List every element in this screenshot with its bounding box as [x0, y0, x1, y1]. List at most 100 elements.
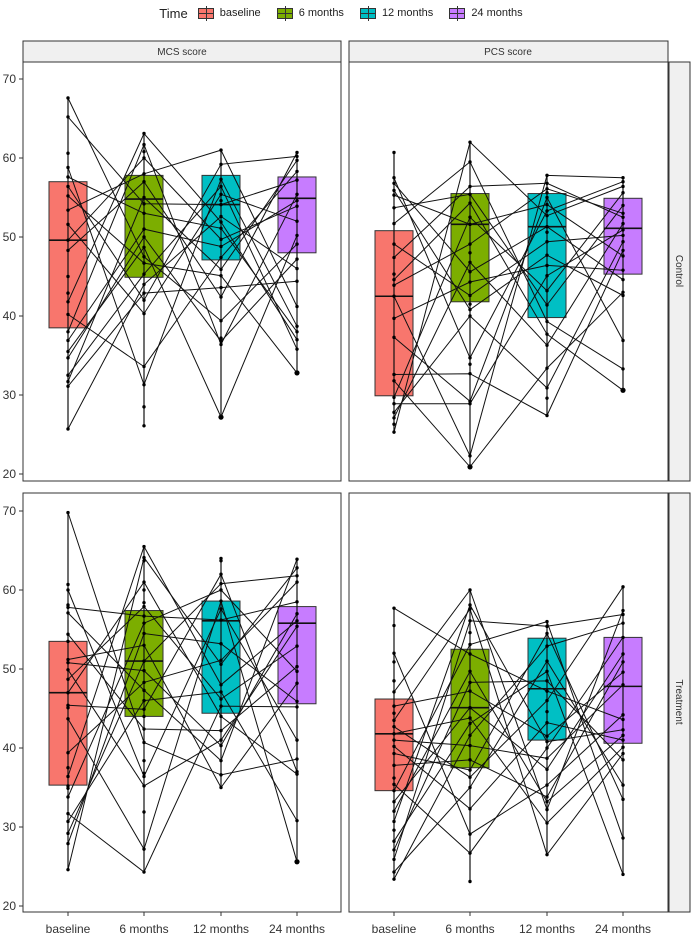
data-point [295, 699, 299, 704]
subject-line [393, 250, 624, 417]
panel-border [348, 61, 669, 482]
data-point [66, 867, 70, 872]
data-point [142, 555, 146, 560]
data-point [295, 580, 299, 584]
subject-line [393, 192, 624, 398]
data-point [545, 783, 549, 787]
subject-line [67, 195, 298, 374]
y-tick-40: 40 [3, 741, 17, 755]
data-point [545, 289, 549, 293]
data-point [392, 272, 396, 276]
data-point [66, 706, 70, 710]
data-point [468, 293, 472, 298]
data-point [468, 785, 472, 790]
data-point [219, 785, 223, 790]
data-point [545, 624, 549, 629]
subject-line [393, 670, 624, 875]
data-point [392, 379, 396, 383]
data-point [545, 734, 549, 738]
data-point [392, 788, 396, 793]
data-point [142, 282, 146, 287]
data-point [219, 244, 223, 249]
data-point [621, 751, 625, 756]
x-tick-12-months: 12 months [193, 922, 249, 936]
data-point [392, 744, 396, 749]
subject-line [393, 202, 624, 391]
data-point [142, 784, 146, 788]
subject-line [393, 588, 624, 812]
data-point [545, 386, 549, 390]
data-point [295, 347, 299, 351]
data-point [545, 807, 549, 812]
data-point [545, 739, 549, 744]
subject-line [393, 194, 624, 257]
data-point [66, 349, 70, 354]
data-point [142, 714, 146, 719]
panel-pcs-control [348, 61, 669, 482]
data-point [219, 342, 223, 347]
data-point [468, 879, 472, 884]
data-point [219, 559, 223, 563]
data-point [142, 156, 146, 160]
panel-border [22, 61, 342, 482]
data-point [142, 405, 146, 409]
data-point [621, 872, 625, 877]
data-point [142, 559, 146, 563]
data-point [142, 631, 146, 636]
data-point [545, 209, 549, 213]
data-point [66, 819, 70, 824]
data-point [295, 557, 299, 561]
data-point [621, 254, 625, 258]
data-point [545, 240, 549, 244]
subject-line [393, 637, 624, 854]
data-point [142, 774, 146, 779]
data-point [468, 775, 472, 779]
data-point [295, 644, 299, 648]
subject-line [393, 622, 624, 880]
data-point [295, 664, 299, 669]
data-point [392, 704, 396, 708]
data-point [295, 600, 299, 604]
subject-line [393, 670, 624, 812]
subject-line [67, 143, 298, 346]
legend-label-6-months: 6 months [298, 7, 344, 19]
subject-line [67, 626, 298, 787]
x-tick-24-months: 24 months [269, 922, 325, 936]
data-point [142, 261, 146, 265]
data-point [66, 175, 70, 179]
strip-control [668, 61, 691, 482]
data-point [392, 294, 396, 298]
data-point [66, 291, 70, 295]
data-point [66, 312, 70, 317]
data-point [219, 274, 223, 278]
data-point [468, 401, 472, 406]
data-point [621, 660, 625, 664]
x-tick-24-months: 24 months [595, 922, 651, 936]
subject-line [67, 215, 298, 430]
data-point [295, 192, 299, 197]
data-point [142, 149, 146, 154]
data-point [219, 743, 223, 748]
data-point [621, 388, 625, 392]
data-point [468, 302, 472, 306]
strip-treatment [668, 492, 691, 913]
data-point [392, 422, 396, 426]
data-point [219, 220, 223, 224]
data-point [392, 316, 396, 321]
data-point [468, 706, 472, 710]
subject-line [393, 223, 624, 419]
data-point [392, 809, 396, 813]
y-tick-60: 60 [3, 583, 17, 597]
data-point [66, 751, 70, 755]
subject-line [393, 291, 624, 468]
subject-line [67, 556, 298, 870]
subject-line [67, 691, 298, 822]
data-point [142, 659, 146, 663]
data-point [392, 800, 396, 804]
data-point [142, 172, 146, 176]
data-point [545, 303, 549, 307]
data-point [295, 612, 299, 616]
data-point [468, 669, 472, 674]
data-point [295, 338, 299, 342]
data-point [621, 176, 625, 180]
